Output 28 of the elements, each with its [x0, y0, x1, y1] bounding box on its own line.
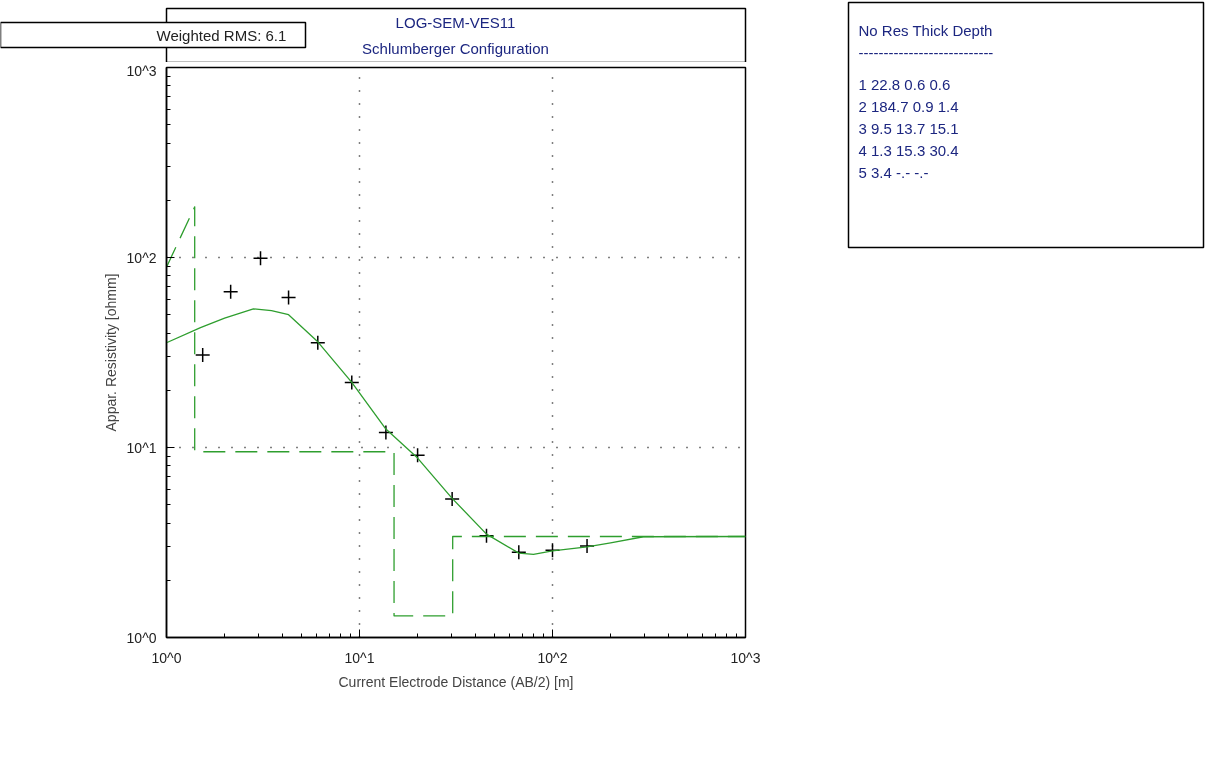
- text: ---------------------------: [858, 43, 994, 61]
- y-tick-label: 10^2: [126, 249, 157, 266]
- x-tick-label: 10^3: [730, 649, 761, 666]
- point: [511, 544, 527, 560]
- text: 4 1.3 15.3 30.4: [858, 142, 959, 159]
- text: 2 184.7 0.9 1.4: [858, 98, 959, 115]
- y-tick-label: 10^3: [126, 62, 157, 79]
- y-tick-label: 10^1: [126, 439, 157, 456]
- text: 1 22.8 0.6 0.6: [858, 76, 951, 93]
- x-tick-label: 10^1: [344, 649, 375, 666]
- point: [378, 424, 394, 441]
- chart-subtitle: Schlumberger Configuration: [362, 40, 549, 57]
- point: [544, 542, 561, 558]
- y-axis-title: Appar. Resistivity [ohmm]: [102, 273, 119, 432]
- chart-title: LOG-SEM-VES11: [395, 14, 516, 31]
- point: [280, 289, 297, 306]
- x-axis-title: Current Electrode Distance (AB/2) [m]: [338, 673, 574, 690]
- point: [344, 374, 360, 391]
- x-tick-label: 10^0: [151, 649, 182, 666]
- point: [444, 491, 460, 507]
- text: No Res Thick Depth: [858, 22, 993, 39]
- text: Weighted RMS: 6.1: [156, 27, 287, 44]
- point: [579, 538, 595, 554]
- y-tick-label: 10^0: [126, 629, 157, 646]
- text: 3 9.5 13.7 15.1: [858, 120, 959, 137]
- point: [478, 528, 495, 544]
- text: 5 3.4 -.- -.-: [858, 164, 929, 181]
- x-tick-label: 10^2: [537, 649, 568, 666]
